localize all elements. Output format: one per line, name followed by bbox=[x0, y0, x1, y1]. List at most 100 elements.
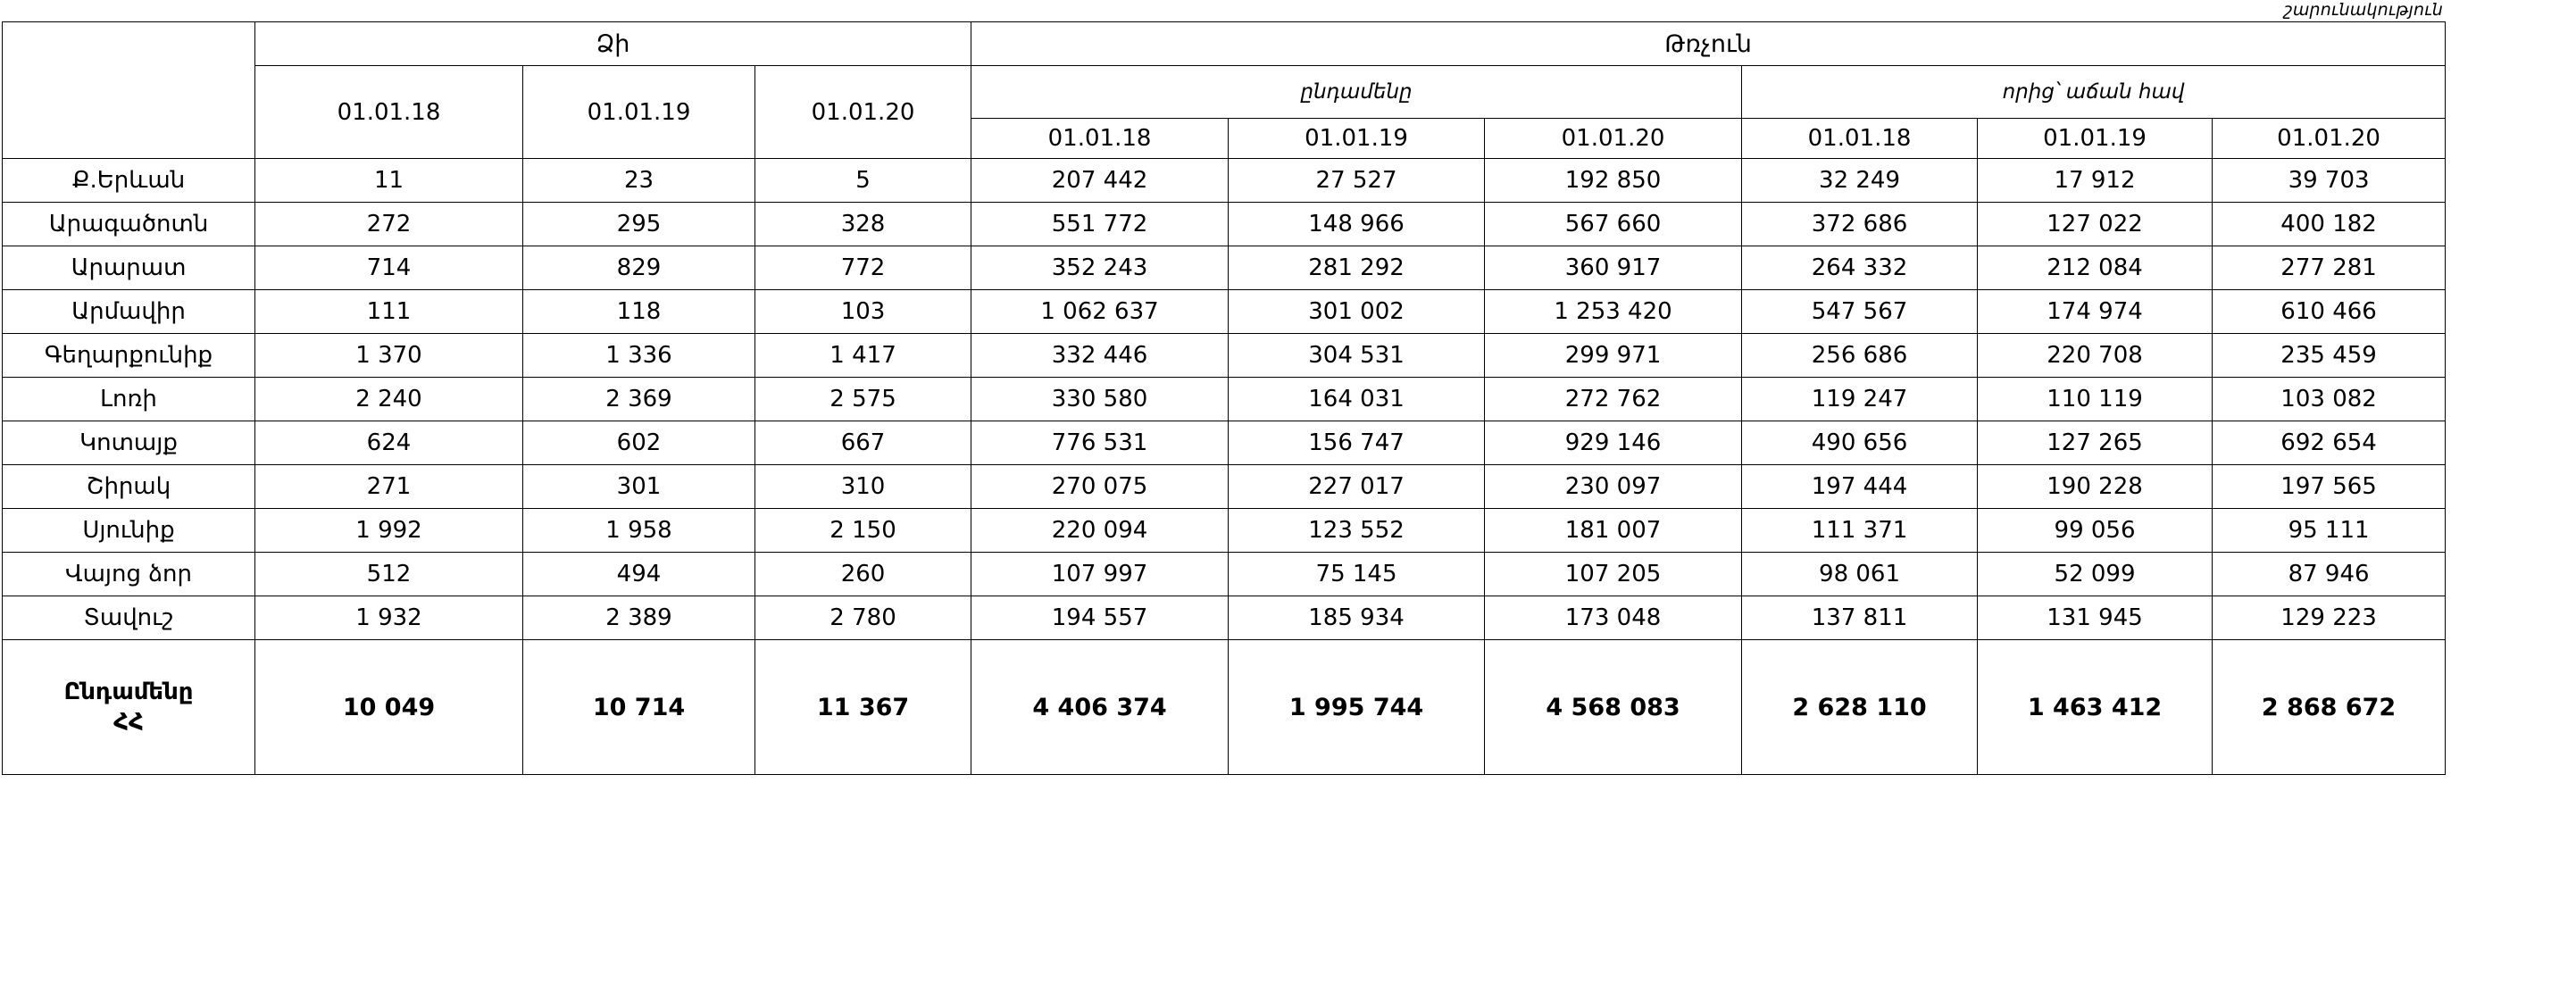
cell-layer-hen-2020: 95 111 bbox=[2212, 508, 2447, 553]
cell-layer-hen-2019: 174 974 bbox=[1977, 289, 2213, 334]
table-row: Շիրակ 271 301 310 270 075 227 017 230 09… bbox=[2, 464, 2447, 509]
total-cell-layer-hen-2018: 2 628 110 bbox=[1741, 639, 1979, 775]
header-row-subgroups: 01.01.18 01.01.19 01.01.20 ընդամենը որից… bbox=[3, 65, 2447, 159]
cell-poultry-total-2020: 192 850 bbox=[1484, 158, 1743, 203]
cell-poultry-total-2018: 107 997 bbox=[971, 552, 1230, 596]
cell-poultry-total-2019: 185 934 bbox=[1228, 596, 1486, 640]
cell-horse-2019: 602 bbox=[522, 421, 755, 465]
cell-horse-2020: 1 417 bbox=[754, 333, 972, 378]
table-row: Տավուշ 1 932 2 389 2 780 194 557 185 934… bbox=[2, 596, 2447, 640]
cell-poultry-total-2019: 227 017 bbox=[1228, 464, 1486, 509]
cell-horse-2018: 111 bbox=[254, 289, 523, 334]
total-cell-horse-2020: 11 367 bbox=[754, 639, 972, 775]
cell-layer-hen-2019: 220 708 bbox=[1977, 333, 2213, 378]
total-cell-horse-2019: 10 714 bbox=[522, 639, 755, 775]
header-stub-cell bbox=[2, 21, 255, 159]
table-row: Կոտայք 624 602 667 776 531 156 747 929 1… bbox=[2, 421, 2447, 465]
cell-horse-2019: 2 389 bbox=[522, 596, 755, 640]
cell-layer-hen-2020: 692 654 bbox=[2212, 421, 2447, 465]
cell-poultry-total-2020: 1 253 420 bbox=[1484, 289, 1743, 334]
total-cell-poultry-total-2019: 1 995 744 bbox=[1228, 639, 1486, 775]
cell-layer-hen-2020: 103 082 bbox=[2212, 377, 2447, 421]
cell-horse-2019: 295 bbox=[522, 202, 755, 246]
cell-poultry-total-2019: 164 031 bbox=[1228, 377, 1486, 421]
cell-layer-hen-2018: 547 567 bbox=[1741, 289, 1979, 334]
cell-horse-2020: 103 bbox=[754, 289, 972, 334]
cell-layer-hen-2019: 131 945 bbox=[1977, 596, 2213, 640]
cell-layer-hen-2019: 127 022 bbox=[1977, 202, 2213, 246]
cell-poultry-total-2018: 270 075 bbox=[971, 464, 1230, 509]
cell-poultry-total-2019: 156 747 bbox=[1228, 421, 1486, 465]
cell-horse-2020: 310 bbox=[754, 464, 972, 509]
date-header-layer-hen-2020: 01.01.20 bbox=[2212, 118, 2447, 159]
total-cell-horse-2018: 10 049 bbox=[254, 639, 523, 775]
subgroup-header-poultry-of-which-layer-hen: որից՝ աճան հավ bbox=[1741, 65, 2447, 119]
cell-layer-hen-2019: 127 265 bbox=[1977, 421, 2213, 465]
cell-poultry-total-2018: 220 094 bbox=[971, 508, 1230, 553]
table-row: Ք.Երևան 11 23 5 207 442 27 527 192 850 3… bbox=[2, 158, 2447, 203]
cell-layer-hen-2019: 99 056 bbox=[1977, 508, 2213, 553]
cell-layer-hen-2020: 610 466 bbox=[2212, 289, 2447, 334]
continuation-caption-row: շարունակություն bbox=[0, 0, 2445, 20]
cell-poultry-total-2018: 207 442 bbox=[971, 158, 1230, 203]
cell-poultry-total-2020: 360 917 bbox=[1484, 246, 1743, 290]
cell-poultry-total-2020: 272 762 bbox=[1484, 377, 1743, 421]
cell-poultry-total-2019: 301 002 bbox=[1228, 289, 1486, 334]
cell-layer-hen-2020: 235 459 bbox=[2212, 333, 2447, 378]
cell-horse-2018: 1 370 bbox=[254, 333, 523, 378]
cell-layer-hen-2019: 110 119 bbox=[1977, 377, 2213, 421]
total-row-label: Ընդամենը ՀՀ bbox=[2, 639, 255, 775]
total-cell-poultry-total-2018: 4 406 374 bbox=[971, 639, 1230, 775]
total-cell-poultry-total-2020: 4 568 083 bbox=[1484, 639, 1743, 775]
cell-horse-2020: 2 575 bbox=[754, 377, 972, 421]
cell-layer-hen-2018: 137 811 bbox=[1741, 596, 1979, 640]
cell-horse-2019: 829 bbox=[522, 246, 755, 290]
date-header-poultry-total-2020: 01.01.20 bbox=[1484, 118, 1743, 159]
cell-poultry-total-2019: 123 552 bbox=[1228, 508, 1486, 553]
cell-poultry-total-2020: 929 146 bbox=[1484, 421, 1743, 465]
cell-layer-hen-2019: 52 099 bbox=[1977, 552, 2213, 596]
cell-horse-2020: 667 bbox=[754, 421, 972, 465]
row-label: Շիրակ bbox=[2, 464, 255, 509]
row-label: Տավուշ bbox=[2, 596, 255, 640]
cell-horse-2019: 118 bbox=[522, 289, 755, 334]
cell-horse-2020: 772 bbox=[754, 246, 972, 290]
cell-horse-2018: 624 bbox=[254, 421, 523, 465]
subgroup-header-poultry-total: ընդամենը bbox=[971, 65, 1743, 119]
row-label: Արարատ bbox=[2, 246, 255, 290]
cell-horse-2020: 5 bbox=[754, 158, 972, 203]
cell-poultry-total-2018: 194 557 bbox=[971, 596, 1230, 640]
cell-poultry-total-2018: 332 446 bbox=[971, 333, 1230, 378]
cell-horse-2018: 714 bbox=[254, 246, 523, 290]
cell-layer-hen-2018: 98 061 bbox=[1741, 552, 1979, 596]
cell-horse-2020: 2 780 bbox=[754, 596, 972, 640]
cell-poultry-total-2018: 330 580 bbox=[971, 377, 1230, 421]
row-label: Սյունիք bbox=[2, 508, 255, 553]
cell-horse-2018: 271 bbox=[254, 464, 523, 509]
row-label: Արագածոտն bbox=[2, 202, 255, 246]
table-row: Լոռի 2 240 2 369 2 575 330 580 164 031 2… bbox=[2, 377, 2447, 421]
cell-layer-hen-2020: 400 182 bbox=[2212, 202, 2447, 246]
table-row: Արագածոտն 272 295 328 551 772 148 966 56… bbox=[2, 202, 2447, 246]
cell-poultry-total-2020: 173 048 bbox=[1484, 596, 1743, 640]
header-row-groups: Ձի Թռչուն bbox=[2, 21, 2447, 159]
cell-poultry-total-2019: 75 145 bbox=[1228, 552, 1486, 596]
cell-poultry-total-2019: 27 527 bbox=[1228, 158, 1486, 203]
cell-horse-2020: 260 bbox=[754, 552, 972, 596]
cell-poultry-total-2019: 281 292 bbox=[1228, 246, 1486, 290]
cell-layer-hen-2018: 197 444 bbox=[1741, 464, 1979, 509]
cell-layer-hen-2020: 197 565 bbox=[2212, 464, 2447, 509]
livestock-statistics-table: Ձի Թռչուն 01.01.18 01.01.19 01.01.20 ընդ… bbox=[2, 21, 2447, 775]
cell-layer-hen-2018: 111 371 bbox=[1741, 508, 1979, 553]
cell-poultry-total-2020: 299 971 bbox=[1484, 333, 1743, 378]
cell-horse-2018: 11 bbox=[254, 158, 523, 203]
total-row-label-line1: Ընդամենը bbox=[63, 679, 194, 705]
table-row: Վայոց ձոր 512 494 260 107 997 75 145 107… bbox=[2, 552, 2447, 596]
cell-layer-hen-2018: 256 686 bbox=[1741, 333, 1979, 378]
row-label: Վայոց ձոր bbox=[2, 552, 255, 596]
date-header-poultry-total-2018: 01.01.18 bbox=[971, 118, 1230, 159]
cell-layer-hen-2019: 17 912 bbox=[1977, 158, 2213, 203]
date-header-horse-2018: 01.01.18 bbox=[254, 65, 523, 159]
date-header-layer-hen-2018: 01.01.18 bbox=[1741, 118, 1979, 159]
